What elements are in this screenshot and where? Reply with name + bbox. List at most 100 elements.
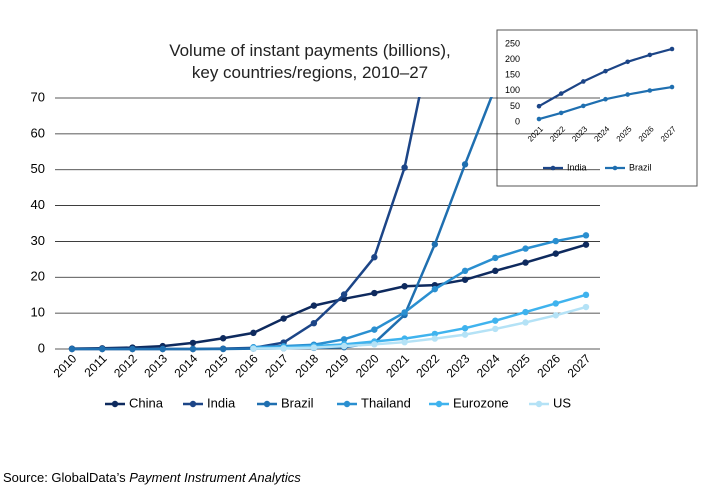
- marker: [371, 326, 378, 333]
- x-tick-label: 2012: [111, 351, 140, 380]
- x-tick-label: 2022: [413, 351, 442, 380]
- series-line: [253, 293, 587, 350]
- marker: [280, 315, 287, 322]
- marker: [310, 302, 318, 309]
- marker: [582, 241, 590, 248]
- legend-marker: [550, 165, 556, 171]
- x-tick-label: 2026: [534, 351, 563, 380]
- marker: [536, 103, 542, 109]
- marker: [401, 283, 408, 290]
- marker: [432, 20, 438, 26]
- marker: [189, 345, 197, 353]
- marker: [401, 338, 408, 346]
- marker: [280, 345, 287, 352]
- marker: [522, 319, 529, 326]
- legend-label: China: [129, 395, 164, 410]
- legend-label: India: [567, 162, 587, 172]
- legend-marker: [343, 400, 351, 408]
- marker: [250, 329, 257, 337]
- marker: [219, 345, 227, 353]
- x-tick-label: 2013: [141, 351, 170, 380]
- marker: [522, 245, 529, 252]
- y-tick-label: 50: [31, 161, 45, 176]
- marker: [461, 161, 469, 168]
- y-tick-label: 50: [510, 101, 520, 111]
- x-tick-label: 2027: [565, 351, 594, 380]
- source-emphasis: Payment Instrument Analytics: [129, 470, 301, 485]
- marker: [461, 331, 469, 338]
- marker: [371, 254, 378, 261]
- marker: [582, 303, 590, 311]
- marker: [129, 345, 136, 353]
- x-tick-label: 2018: [292, 351, 321, 380]
- legend-marker: [263, 400, 271, 408]
- marker: [401, 309, 408, 316]
- marker: [461, 276, 469, 283]
- marker: [552, 300, 559, 307]
- marker: [522, 259, 529, 266]
- legend-label: India: [207, 395, 236, 410]
- marker: [401, 164, 408, 171]
- marker: [431, 241, 439, 248]
- marker: [310, 344, 318, 351]
- legend-marker: [111, 400, 119, 408]
- y-tick-label: 250: [505, 38, 520, 48]
- y-tick-label: 100: [505, 85, 520, 95]
- x-tick-label: 2010: [51, 351, 80, 380]
- x-tick-label: 2014: [172, 351, 201, 380]
- marker: [647, 88, 653, 93]
- marker: [582, 232, 590, 239]
- x-tick-label: 2016: [232, 351, 261, 380]
- marker: [189, 339, 197, 347]
- marker: [581, 79, 586, 84]
- marker: [219, 335, 227, 342]
- y-tick-label: 20: [31, 269, 45, 284]
- marker: [159, 345, 166, 353]
- x-tick-label: 2024: [474, 351, 503, 380]
- marker: [431, 285, 439, 293]
- marker: [68, 345, 76, 353]
- source-prefix: Source: GlobalData’s: [3, 470, 126, 485]
- x-tick-label: 2017: [262, 351, 291, 380]
- legend-label: Brazil: [629, 162, 652, 172]
- marker: [492, 267, 499, 275]
- inset-frame: [496, 29, 698, 187]
- marker: [492, 317, 499, 324]
- series-line: [253, 305, 587, 350]
- y-tick-label: 70: [31, 89, 45, 104]
- y-tick-label: 200: [505, 54, 520, 64]
- marker: [461, 267, 469, 275]
- marker: [558, 91, 564, 96]
- marker: [431, 335, 439, 342]
- legend-marker: [612, 165, 618, 171]
- marker: [492, 254, 499, 262]
- x-tick-label: 2011: [81, 351, 109, 379]
- y-tick-label: 60: [31, 125, 45, 140]
- y-tick-label: 40: [31, 197, 45, 212]
- marker: [603, 68, 608, 74]
- marker: [522, 308, 529, 316]
- marker: [536, 116, 542, 122]
- y-tick-label: 0: [515, 116, 520, 126]
- legend-marker: [535, 400, 543, 408]
- x-tick-label: 2025: [504, 351, 533, 380]
- marker: [431, 330, 439, 338]
- y-tick-label: 30: [31, 233, 45, 248]
- legend-label: US: [553, 395, 571, 410]
- marker: [99, 345, 106, 353]
- marker: [625, 59, 630, 65]
- x-tick-label: 2015: [202, 351, 231, 380]
- series-area: [68, 20, 590, 353]
- marker: [625, 92, 630, 97]
- marker: [371, 341, 378, 348]
- series-line: [71, 243, 587, 350]
- marker: [669, 84, 675, 90]
- marker: [558, 110, 564, 116]
- x-tick-label: 2020: [353, 351, 382, 380]
- marker: [647, 52, 653, 58]
- marker: [603, 96, 608, 102]
- marker: [552, 237, 559, 245]
- legend-label: Eurozone: [453, 395, 509, 410]
